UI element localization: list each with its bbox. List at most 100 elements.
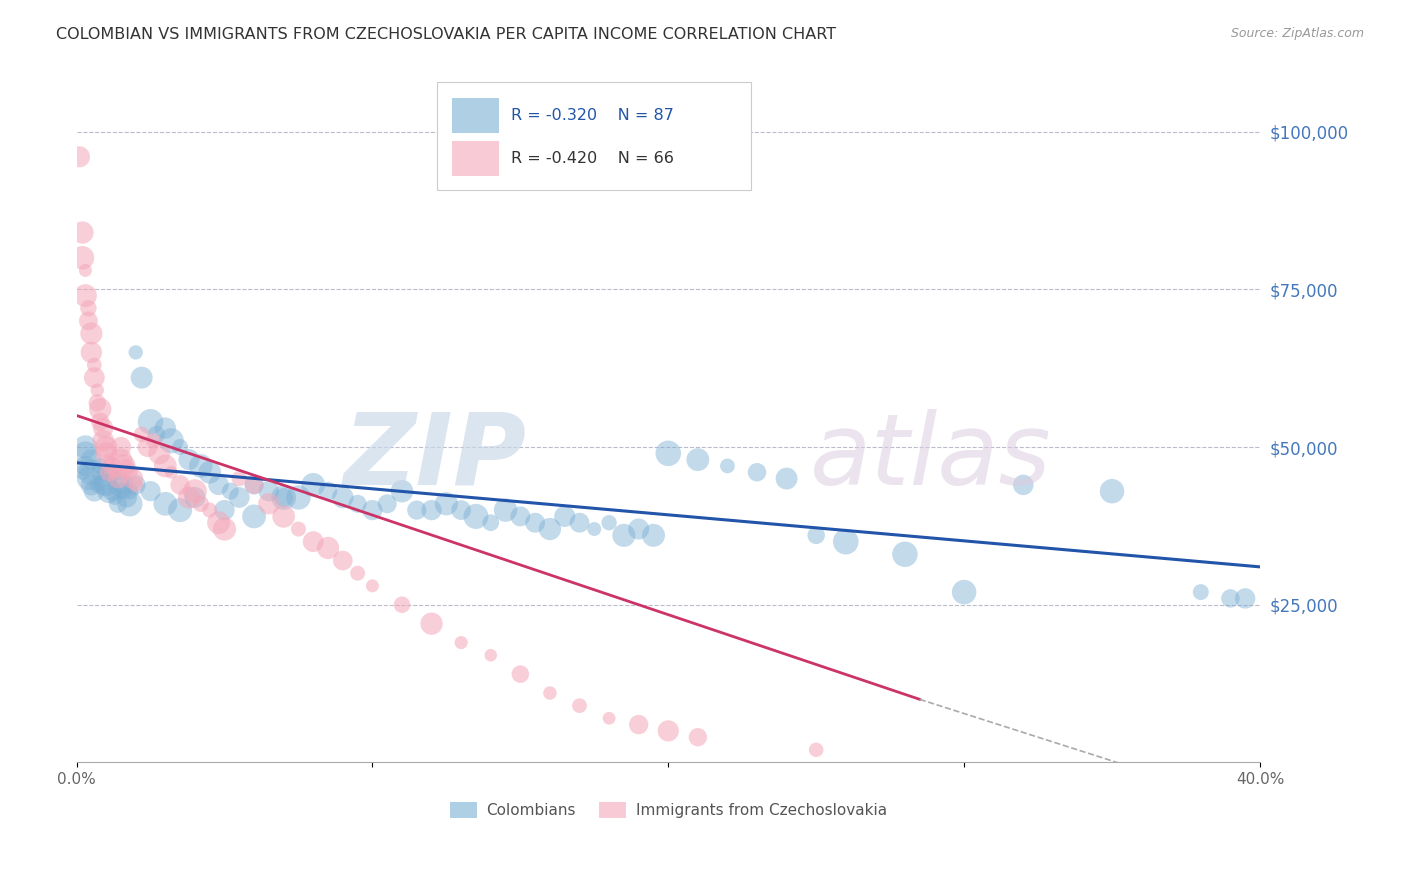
Point — [75, 288, 97, 302]
Point — [72, 465, 94, 479]
Point — [177, 491, 200, 505]
Point — [155, 421, 177, 435]
Point — [568, 698, 591, 713]
Text: ZIP: ZIP — [343, 409, 526, 506]
Point — [118, 484, 141, 499]
Point — [80, 465, 103, 479]
Point — [72, 226, 94, 240]
Point — [745, 465, 768, 479]
Point — [243, 509, 266, 524]
Point — [112, 484, 135, 499]
Point — [139, 415, 162, 429]
Point — [86, 396, 108, 410]
Point — [775, 472, 797, 486]
Point — [160, 434, 183, 448]
Point — [361, 579, 384, 593]
Point — [136, 440, 159, 454]
Text: atlas: atlas — [810, 409, 1052, 506]
Point — [207, 478, 229, 492]
Point — [98, 465, 121, 479]
Point — [72, 251, 94, 265]
Point — [94, 440, 117, 454]
FancyBboxPatch shape — [437, 82, 751, 190]
Point — [554, 509, 576, 524]
Text: COLOMBIAN VS IMMIGRANTS FROM CZECHOSLOVAKIA PER CAPITA INCOME CORRELATION CHART: COLOMBIAN VS IMMIGRANTS FROM CZECHOSLOVA… — [56, 27, 837, 42]
Point — [257, 497, 280, 511]
Point — [243, 478, 266, 492]
Point — [142, 434, 165, 448]
Point — [391, 598, 413, 612]
Point — [169, 440, 191, 454]
Point — [257, 484, 280, 499]
Point — [953, 585, 976, 599]
Point — [627, 522, 650, 536]
Point — [346, 566, 368, 581]
Point — [509, 667, 531, 681]
Point — [716, 458, 738, 473]
Point — [479, 648, 502, 663]
Point — [643, 528, 665, 542]
Point — [198, 503, 221, 517]
Point — [316, 541, 339, 555]
Point — [139, 484, 162, 499]
Point — [657, 723, 679, 738]
Point — [80, 326, 103, 341]
Point — [287, 491, 309, 505]
Point — [598, 711, 620, 725]
Point — [94, 446, 117, 460]
Point — [583, 522, 606, 536]
Point — [243, 478, 266, 492]
Point — [75, 446, 97, 460]
Point — [273, 509, 295, 524]
Point — [434, 497, 457, 511]
Point — [121, 472, 143, 486]
Point — [110, 440, 132, 454]
Point — [110, 478, 132, 492]
Point — [420, 503, 443, 517]
Point — [509, 509, 531, 524]
Point — [568, 516, 591, 530]
Point — [184, 484, 207, 499]
Point — [190, 458, 212, 473]
Point — [190, 497, 212, 511]
Point — [110, 452, 132, 467]
Point — [420, 616, 443, 631]
Point — [155, 497, 177, 511]
Point — [169, 478, 191, 492]
Point — [405, 503, 427, 517]
Point — [131, 427, 153, 442]
Point — [94, 478, 117, 492]
Point — [115, 491, 138, 505]
Point — [83, 484, 105, 499]
Point — [86, 478, 108, 492]
Point — [450, 635, 472, 649]
Point — [98, 452, 121, 467]
Point — [131, 370, 153, 384]
Point — [332, 491, 354, 505]
Point — [125, 478, 148, 492]
Point — [118, 497, 141, 511]
Point — [219, 484, 242, 499]
Point — [89, 465, 111, 479]
Point — [495, 503, 517, 517]
Point — [125, 478, 148, 492]
Point — [89, 415, 111, 429]
Point — [273, 491, 295, 505]
Point — [198, 465, 221, 479]
Point — [145, 427, 167, 442]
Point — [91, 478, 114, 492]
Point — [104, 465, 127, 479]
Point — [835, 534, 858, 549]
Point — [91, 421, 114, 435]
Point — [346, 497, 368, 511]
Point — [77, 301, 100, 316]
Point — [332, 553, 354, 567]
Point — [115, 458, 138, 473]
Point — [375, 497, 398, 511]
Text: R = -0.420    N = 66: R = -0.420 N = 66 — [510, 152, 673, 166]
Bar — [451, 98, 499, 133]
Point — [169, 503, 191, 517]
Point — [657, 446, 679, 460]
Point — [214, 522, 236, 536]
Point — [101, 484, 124, 499]
